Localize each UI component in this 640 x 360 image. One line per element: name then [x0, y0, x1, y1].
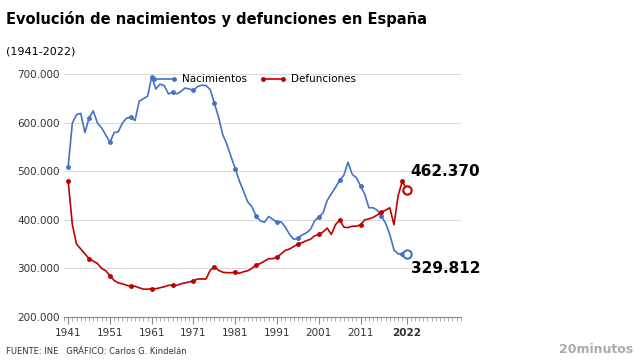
Nacimientos [65, 165, 72, 169]
Nacimientos [164, 92, 172, 96]
Text: Evolución de nacimientos y defunciones en España: Evolución de nacimientos y defunciones e… [6, 11, 428, 27]
Defunciones [332, 222, 339, 227]
Line: Defunciones: Defunciones [67, 179, 408, 291]
Nacimientos [394, 252, 402, 256]
Line: Nacimientos: Nacimientos [67, 75, 408, 256]
Text: 462.370: 462.370 [411, 164, 480, 179]
Legend: Nacimientos, Defunciones: Nacimientos, Defunciones [147, 70, 360, 88]
Nacimientos [148, 75, 156, 79]
Nacimientos [332, 185, 339, 190]
Defunciones [403, 188, 410, 192]
Nacimientos [340, 173, 348, 177]
Defunciones [148, 287, 156, 291]
Text: (1941-2022): (1941-2022) [6, 47, 76, 57]
Defunciones [340, 225, 348, 229]
Text: FUENTE: INE   GRÁFICO: Carlos G. Kindelán: FUENTE: INE GRÁFICO: Carlos G. Kindelán [6, 347, 187, 356]
Nacimientos [227, 155, 235, 159]
Defunciones [140, 287, 147, 291]
Defunciones [65, 179, 72, 183]
Nacimientos [403, 252, 410, 256]
Defunciones [161, 285, 168, 289]
Nacimientos [161, 84, 168, 88]
Nacimientos [144, 94, 152, 98]
Text: 20minutos: 20minutos [559, 343, 634, 356]
Text: 329.812: 329.812 [411, 261, 480, 276]
Defunciones [164, 283, 172, 287]
Defunciones [227, 271, 235, 275]
